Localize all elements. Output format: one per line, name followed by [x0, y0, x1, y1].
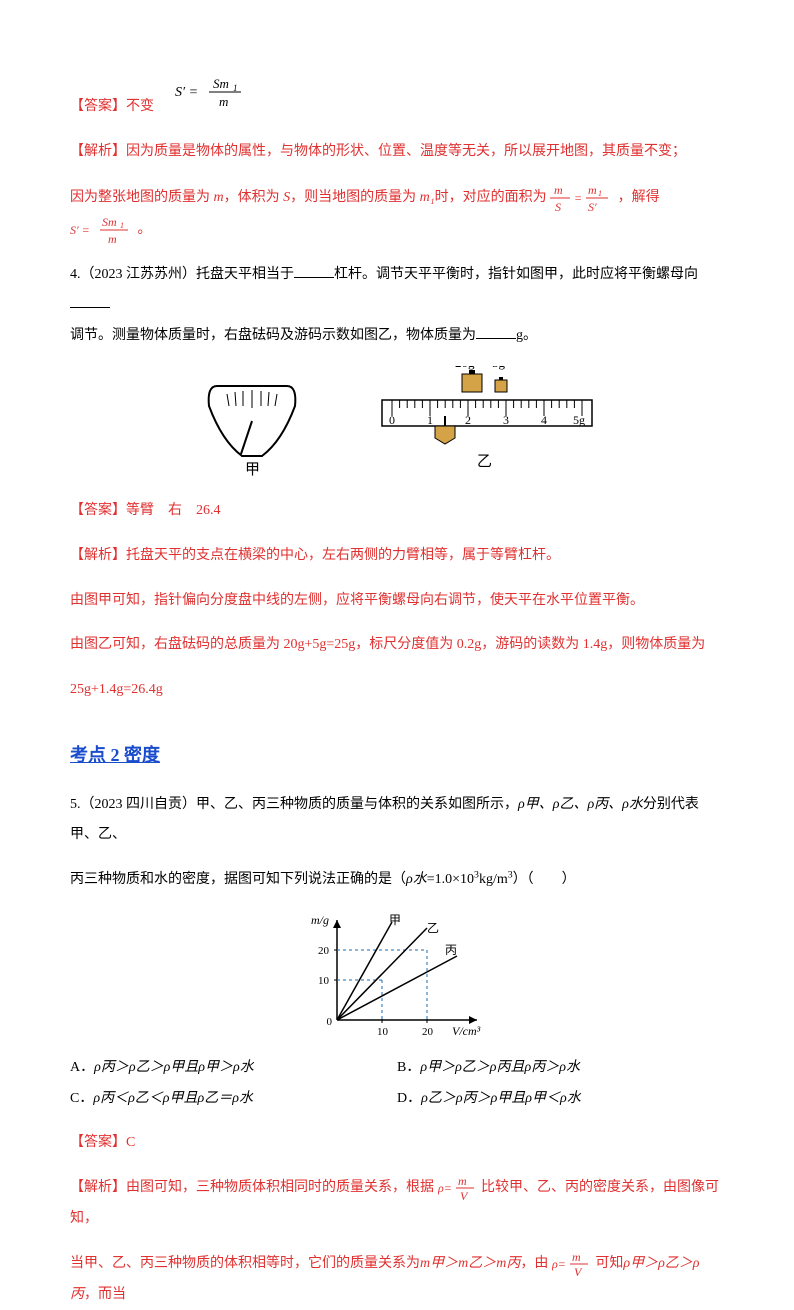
- blank-3: [476, 324, 516, 339]
- svg-text:V/cm³: V/cm³: [452, 1024, 481, 1038]
- svg-text:20g: 20g: [455, 366, 475, 370]
- svg-text:乙: 乙: [427, 921, 439, 935]
- figure-jia: 甲: [197, 366, 307, 476]
- analysis-4: 【解析】托盘天平的支点在横梁的中心，左右两侧的力臂相等，属于等臂杠杆。: [70, 541, 724, 572]
- svg-text:m: m: [108, 232, 117, 246]
- svg-text:甲: 甲: [245, 462, 260, 476]
- svg-text:m: m: [219, 94, 228, 109]
- svg-text:m: m: [572, 1250, 581, 1264]
- svg-text:甲: 甲: [389, 913, 401, 927]
- answer-label: 【答案】: [70, 99, 126, 114]
- analysis-5-l1: 【解析】由图可知，三种物质体积相同时的质量关系，根据 ρ=mV 比较甲、乙、丙的…: [70, 1173, 724, 1235]
- svg-text:V: V: [574, 1265, 583, 1278]
- svg-text:Sm: Sm: [213, 76, 229, 91]
- answer-5: 【答案】C: [70, 1128, 724, 1159]
- question-5-l2: 丙三种物质和水的密度，据图可知下列说法正确的是（ρ水=1.0×103kg/m3）…: [70, 865, 724, 896]
- svg-text:5g: 5g: [573, 413, 585, 427]
- analysis-label: 【解析】: [70, 144, 126, 159]
- svg-text:m: m: [554, 183, 563, 197]
- svg-text:Sm: Sm: [102, 215, 117, 229]
- svg-text:1: 1: [427, 413, 433, 427]
- svg-text:3: 3: [503, 413, 509, 427]
- analysis-5-l2: 当甲、乙、丙三种物质的体积相等时，它们的质量关系为m甲＞m乙＞m丙，由 ρ=mV…: [70, 1249, 724, 1310]
- svg-text:20: 20: [318, 945, 330, 957]
- svg-text:1: 1: [598, 189, 602, 198]
- svg-text:0: 0: [389, 413, 395, 427]
- svg-text:5g: 5g: [492, 366, 506, 370]
- figure-4: 甲 20g 5g 0 1 2 3 4 5g 乙: [70, 366, 724, 476]
- answer-4: 【答案】等臂 右 26.4: [70, 496, 724, 527]
- options-row-2: C．ρ丙＜ρ乙＜ρ甲且ρ乙＝ρ水 D．ρ乙＞ρ丙＞ρ甲且ρ甲＜ρ水: [70, 1084, 724, 1115]
- formula-1: S′ =Sm1m: [175, 99, 255, 114]
- svg-text:1: 1: [120, 221, 124, 230]
- svg-text:S′ =: S′ =: [175, 85, 198, 100]
- svg-text:4: 4: [541, 413, 547, 427]
- svg-text:m/g: m/g: [311, 913, 329, 927]
- svg-text:0: 0: [327, 1016, 333, 1028]
- svg-text:m: m: [588, 183, 597, 197]
- svg-text:乙: 乙: [477, 454, 492, 470]
- answer-text: 不变: [126, 99, 154, 114]
- analysis-1: 【解析】因为质量是物体的属性，与物体的形状、位置、温度等无关，所以展开地图，其质…: [70, 137, 724, 168]
- options-row-1: A．ρ丙＞ρ乙＞ρ甲且ρ甲＞ρ水 B．ρ甲＞ρ乙＞ρ丙且ρ丙＞ρ水: [70, 1053, 724, 1084]
- svg-text:10: 10: [318, 975, 330, 987]
- section-2-title: 考点 2 密度: [70, 736, 724, 776]
- svg-text:V: V: [460, 1189, 469, 1202]
- question-4: 4.（2023 江苏苏州）托盘天平相当于杠杆。调节天平平衡时，指针如图甲，此时应…: [70, 260, 724, 352]
- blank-1: [294, 263, 334, 278]
- svg-text:ρ=: ρ=: [438, 1181, 452, 1195]
- svg-text:丙: 丙: [445, 943, 457, 957]
- svg-text:=: =: [574, 191, 582, 205]
- svg-text:2: 2: [465, 413, 471, 427]
- svg-text:ρ=: ρ=: [552, 1257, 566, 1271]
- question-5-l1: 5.（2023 四川自贡）甲、乙、丙三种物质的质量与体积的关系如图所示，ρ甲、ρ…: [70, 790, 724, 852]
- svg-text:m: m: [458, 1174, 467, 1188]
- blank-2: [70, 293, 110, 308]
- answer-1: 【答案】不变 S′ =Sm1m: [70, 74, 724, 123]
- analysis-1b: 因为整张地图的质量为 m，体积为 S，则当地图的质量为 m₁时，对应的面积为 m…: [70, 182, 724, 246]
- svg-text:S′ =: S′ =: [70, 223, 90, 237]
- svg-text:10: 10: [377, 1026, 389, 1038]
- svg-text:20: 20: [422, 1026, 434, 1038]
- svg-text:S′: S′: [588, 200, 597, 214]
- svg-text:S: S: [555, 200, 561, 214]
- figure-yi: 20g 5g 0 1 2 3 4 5g 乙: [377, 366, 597, 476]
- figure-5: m/g V/cm³ 0 10 20 10 20 甲 乙 丙: [70, 910, 724, 1053]
